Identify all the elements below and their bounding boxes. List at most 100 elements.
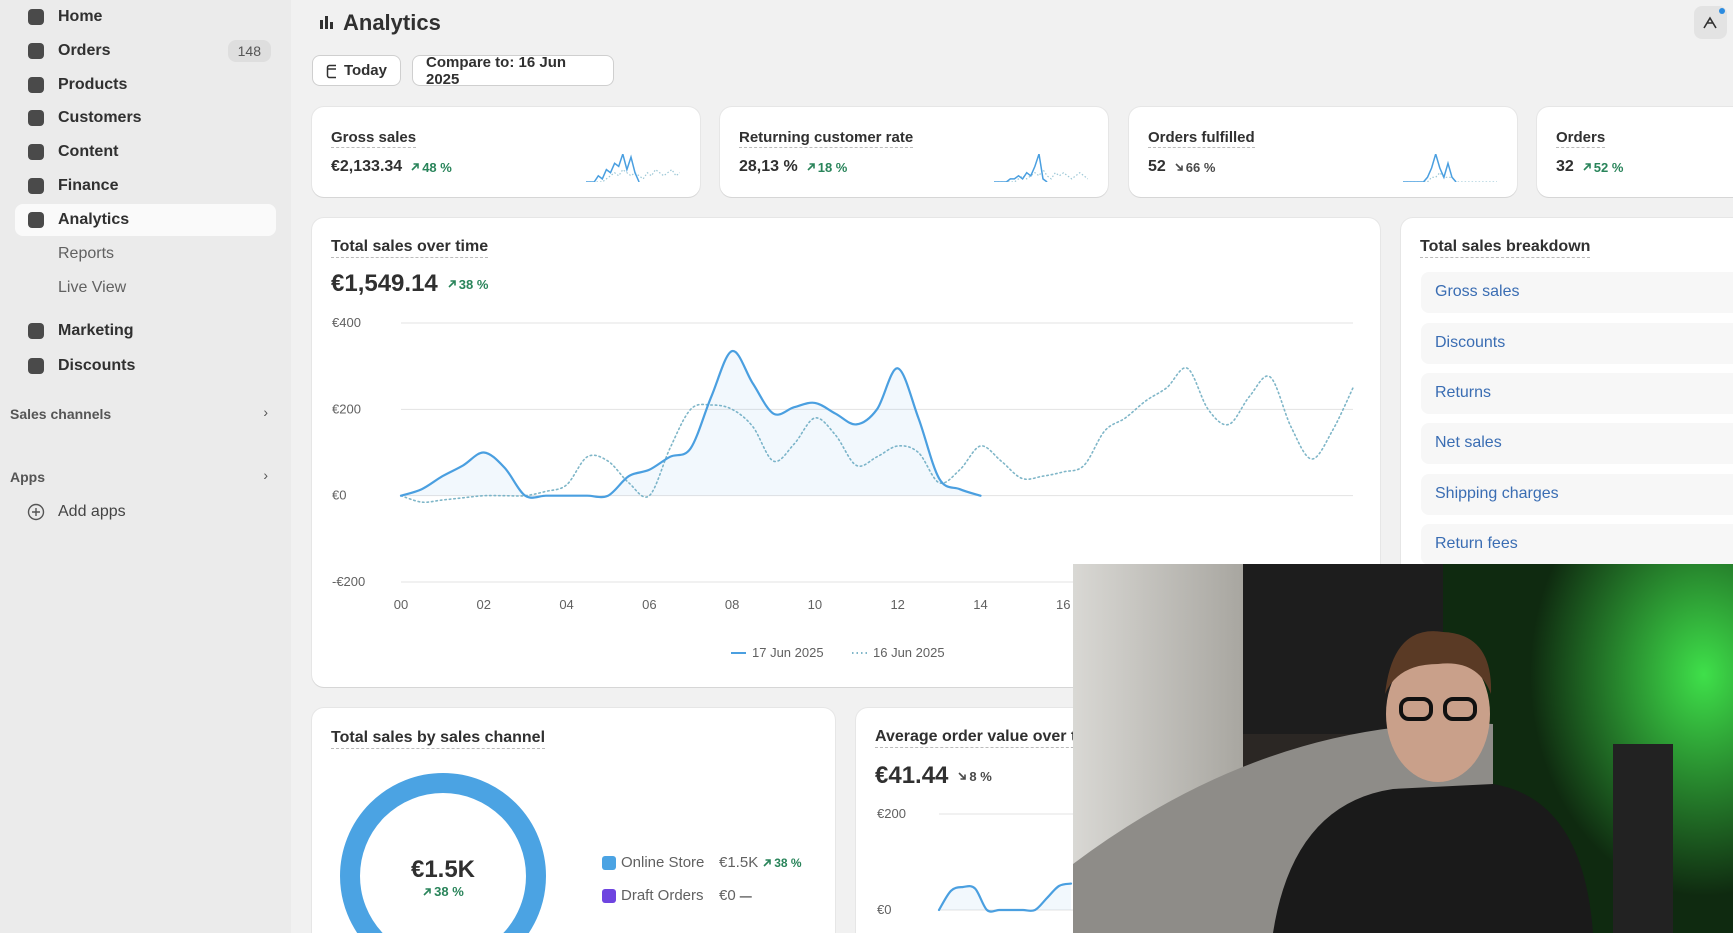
breakdown-label: Shipping charges [1435,485,1559,502]
breakdown-row[interactable]: Gross sales [1421,272,1733,313]
nav-item[interactable]: Customers [15,102,276,134]
y-tick-label: €0 [332,488,346,503]
chevron: › [263,404,268,420]
change: 8 % [957,768,992,784]
breakdown-title: Total sales breakdown [1420,238,1591,258]
sales-channel-card[interactable]: Total sales by sales channel €1.5K 38 % Onl… [312,708,835,933]
x-tick-label: 12 [890,597,904,612]
nav-label: Content [58,143,119,160]
sidekick-button[interactable] [1694,6,1727,39]
donut-center: €1.5K 38 % [373,856,513,899]
series-line [937,882,1073,913]
arrow-path [763,858,772,867]
nav-label: Customers [58,109,142,126]
legend-item[interactable]: 16 Jun 2025 [852,645,945,660]
sparkline-current [994,154,1048,182]
analytics-icon [320,16,333,29]
nav-badge: 148 [227,40,271,62]
breakdown-label: Return fees [1435,535,1518,552]
sparkline-previous [586,168,680,182]
breakdown-row[interactable]: Return fees [1421,524,1733,565]
x-tick-label: 02 [477,597,491,612]
nav-item[interactable]: Content [15,136,276,168]
change: 52 % [1582,160,1623,175]
metric-value-row: 52 66 % [1148,158,1215,176]
metric-value-row: 28,13 % 18 % [739,158,847,176]
metric-value-row: 32 52 % [1556,158,1623,176]
nav-item[interactable]: Add apps [15,496,276,528]
nav-item[interactable]: Home [15,1,276,33]
nav-item[interactable]: Orders 148 [15,35,276,67]
x-tick-label: 14 [973,597,987,612]
arrow-path [448,280,456,288]
breakdown-label: Returns [1435,384,1492,401]
nav-label: Orders [58,42,111,59]
metric-label: Orders fulfilled [1148,129,1255,148]
chevron: › [263,467,268,483]
add-icon-circle [27,503,45,521]
change-value: 38 % [458,276,489,292]
chart-title: Total sales by sales channel [331,729,546,749]
date-button[interactable]: Today [312,55,401,86]
webcam-overlay [1073,564,1733,933]
compare-button-label: Compare to: 16 Jun 2025 [426,53,567,88]
nav-item[interactable]: Discounts [15,350,276,382]
date-button-label: Today [343,62,387,79]
nav-label: Marketing [58,322,134,339]
metric-card[interactable]: Gross sales €2,133.34 48 % [312,107,700,197]
compare-button[interactable]: Compare to: 16 Jun 2025 [412,53,614,88]
metric-card[interactable]: Returning customer rate 28,13 % 18 % [720,107,1108,197]
nav-item[interactable]: Marketing [15,315,276,347]
legend-value-row: €1.5K 38 % [719,854,802,871]
sidekick-icon [1703,8,1725,29]
y-tick-label: €0 [877,902,891,917]
legend-label: 16 Jun 2025 [873,645,945,660]
nav-label: Reports [58,245,115,262]
nav-label: Analytics [58,211,130,228]
section-header[interactable]: Sales channels › [10,404,276,422]
nav-label: Live View [58,279,127,296]
y-tick-label: €200 [332,401,361,416]
nav-icon [28,358,44,374]
change: 18 % [806,160,847,175]
change-arrow [1175,163,1183,171]
section-label: Sales channels [10,406,112,422]
breakdown-row[interactable]: Returns [1421,373,1733,414]
sparkline-current [1403,154,1457,182]
add-icon [27,503,45,521]
legend-swatch [602,889,616,903]
metric-label: Returning customer rate [739,129,914,148]
x-tick-label: 00 [394,597,408,612]
nav-item[interactable]: Reports [15,238,276,270]
legend-label: Draft Orders [621,887,704,904]
chart-total-row: €1,549.14 38 % [331,270,488,298]
legend-item[interactable]: 17 Jun 2025 [731,645,824,660]
nav-icon [28,9,44,25]
sparkline [586,154,680,182]
series-area [401,350,981,498]
legend-value: €1.5K [719,854,759,871]
chart-title: Average order value over time [875,728,1104,748]
change: 38 % [447,276,489,292]
nav-item[interactable]: Analytics [15,204,276,236]
breakdown-row[interactable]: Shipping charges [1421,474,1733,515]
webcam-image [1073,564,1733,933]
change-arrow [807,163,815,171]
change-value: 8 % [969,768,992,784]
nav-icon [28,43,44,59]
line-chart: -€200 €0 €200 €400 00 02 04 06 08 10 12 14 16 17 Jun … [332,315,1354,660]
nav-label: Add apps [58,503,126,520]
sparkline-previous [1403,171,1497,182]
y-tick-label: €200 [877,806,906,821]
arrow-path [958,772,967,780]
metric-card[interactable]: Orders fulfilled 52 66 % [1129,107,1517,197]
nav-item[interactable]: Products [15,69,276,101]
nav-icon [28,77,44,93]
metric-card[interactable]: Orders 32 52 % [1537,107,1733,197]
breakdown-row[interactable]: Net sales [1421,423,1733,464]
nav-item[interactable]: Live View [15,272,276,304]
section-header[interactable]: Apps › [10,467,276,485]
nav-item[interactable]: Finance [15,170,276,202]
breakdown-row[interactable]: Discounts [1421,323,1733,364]
change-value: — [739,888,752,903]
